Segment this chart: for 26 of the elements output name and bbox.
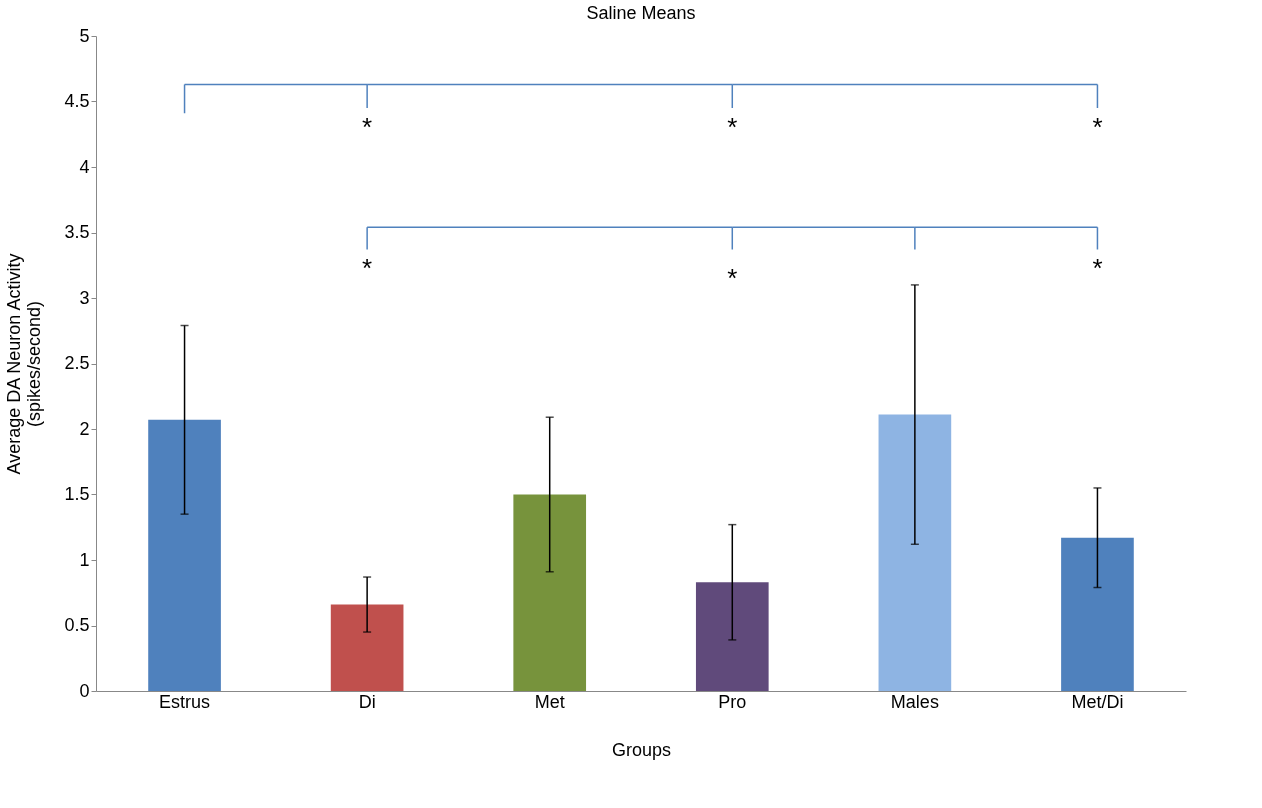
annotation: * [727,112,738,143]
annotation: * [1092,112,1103,143]
y-tick-label: 2.5 [64,353,90,373]
y-tick-label: 2 [79,418,90,439]
y-tick-label: 1 [79,549,90,570]
chart-title: Saline Means [586,3,696,23]
x-tick-label: Males [890,691,939,712]
x-tick-label: Estrus [159,691,211,712]
x-tick-label: Met/Di [1071,691,1124,712]
x-tick-label: Pro [718,691,747,712]
y-tick-label: 4.5 [64,91,90,111]
y-tick-label: 4 [79,156,90,177]
annotation: * [362,252,373,283]
y-tick-label: 3.5 [64,222,90,242]
y-axis-title: Average DA Neuron Activity (spikes/second) [4,253,45,475]
x-axis-title: Groups [611,739,672,760]
y-tick-label: 1.5 [64,484,90,504]
y-tick-label: 0 [79,680,90,701]
y-tick-label: 3 [79,287,90,308]
y-tick-label: 0.5 [64,615,90,635]
annotation: * [362,112,373,143]
x-tick-label: Met [534,691,565,712]
x-tick-label: Di [358,691,376,712]
y-tick-label: 5 [79,25,90,46]
annotation: * [1092,252,1103,283]
annotation: * [727,263,738,294]
